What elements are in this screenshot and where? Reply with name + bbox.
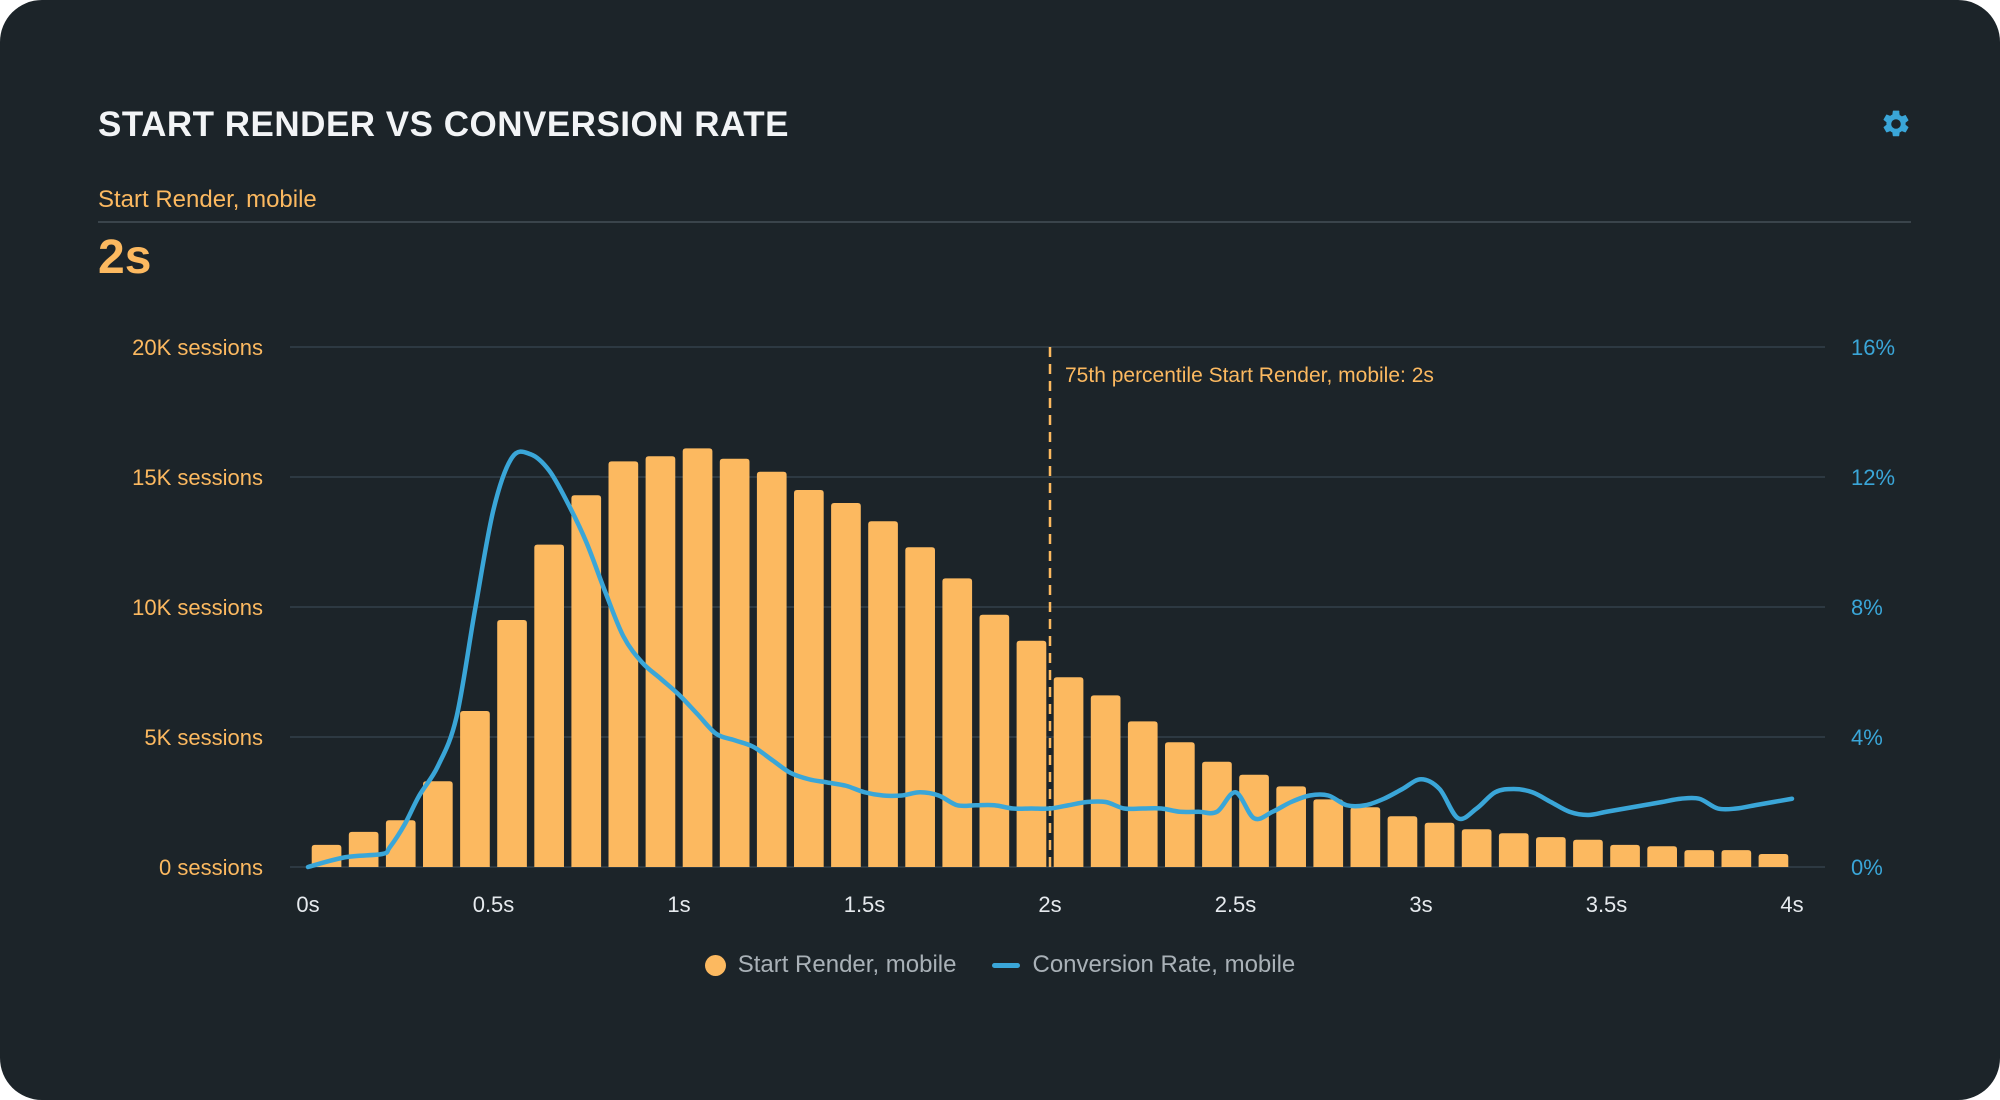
chart-legend: Start Render, mobile Conversion Rate, mo…: [0, 950, 2000, 980]
bar: [1090, 695, 1121, 867]
x-tick-label: 2.5s: [1215, 892, 1257, 917]
legend-item-conversion-rate[interactable]: Conversion Rate, mobile: [992, 951, 1295, 979]
bar: [348, 831, 379, 867]
bar: [1721, 850, 1752, 867]
divider: [98, 221, 1911, 223]
legend-label-start-render: Start Render, mobile: [737, 951, 957, 978]
bar: [979, 614, 1010, 867]
x-tick-label: 1.5s: [844, 892, 886, 917]
bar: [1573, 839, 1603, 867]
bar: [608, 461, 639, 867]
legend-dot-icon: [704, 954, 726, 976]
bar: [1758, 854, 1789, 867]
x-tick-label: 2s: [1038, 892, 1061, 917]
bar: [1536, 837, 1566, 867]
x-tick-label: 1s: [667, 892, 690, 917]
legend-item-start-render[interactable]: Start Render, mobile: [704, 951, 957, 979]
y-tick-label-right: 16%: [1851, 335, 1895, 360]
bar: [1165, 742, 1195, 867]
bar: [1239, 774, 1269, 867]
bar: [1498, 833, 1529, 867]
conversion-rate-line: [305, 449, 1795, 870]
x-tick-label: 3s: [1409, 892, 1432, 917]
y-tick-label-left: 20K sessions: [132, 335, 263, 360]
y-tick-label-right: 4%: [1851, 725, 1883, 750]
bar: [1610, 844, 1640, 867]
bar: [1647, 846, 1677, 867]
chart-title: START RENDER VS CONVERSION RATE: [98, 105, 789, 144]
bar: [719, 458, 750, 867]
x-tick-label: 0.5s: [473, 892, 515, 917]
y-tick-label-right: 8%: [1851, 595, 1883, 620]
y-tick-label-right: 0%: [1851, 855, 1883, 880]
x-tick-label: 4s: [1780, 892, 1803, 917]
bar: [571, 495, 602, 867]
gear-icon[interactable]: [1880, 108, 1912, 140]
bar: [1461, 829, 1492, 867]
bar: [1387, 816, 1418, 867]
bar: [1202, 761, 1232, 867]
bar: [1684, 850, 1715, 867]
y-tick-label-right: 12%: [1851, 465, 1895, 490]
bar: [497, 620, 527, 867]
bar: [1016, 640, 1047, 867]
bar: [682, 448, 713, 867]
bar: [942, 578, 973, 867]
bar: [1053, 677, 1084, 867]
y-tick-label-left: 5K sessions: [144, 725, 263, 750]
metric-label: Start Render, mobile: [98, 186, 317, 213]
bar: [534, 544, 564, 867]
bar: [1313, 799, 1344, 867]
y-tick-label-left: 15K sessions: [132, 465, 263, 490]
legend-line-icon: [992, 962, 1021, 968]
bar: [868, 521, 898, 867]
bar: [460, 711, 490, 867]
bar: [423, 781, 453, 867]
y-tick-label-left: 10K sessions: [132, 595, 263, 620]
x-tick-label: 0s: [296, 892, 319, 917]
bar: [1350, 807, 1381, 867]
legend-label-conversion-rate: Conversion Rate, mobile: [1032, 951, 1296, 978]
bar: [385, 820, 416, 867]
y-tick-label-left: 0 sessions: [159, 855, 263, 880]
bar: [1424, 822, 1455, 867]
percentile-marker-label: 75th percentile Start Render, mobile: 2s: [1065, 364, 1434, 387]
bar: [905, 547, 935, 867]
bar: [831, 503, 861, 867]
metric-value: 2s: [98, 231, 152, 284]
bar: [1127, 721, 1158, 867]
x-tick-label: 3.5s: [1586, 892, 1628, 917]
bar: [756, 471, 787, 867]
bar: [645, 456, 676, 867]
bar: [794, 490, 824, 867]
